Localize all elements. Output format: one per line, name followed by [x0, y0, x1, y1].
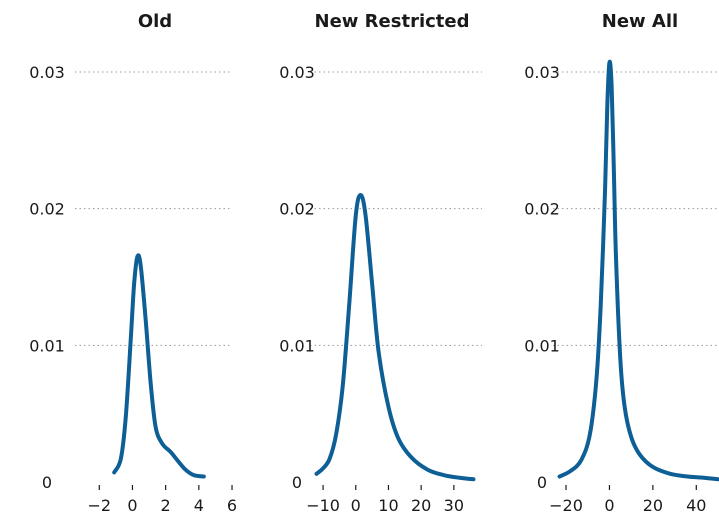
- chart-title: New All: [602, 11, 678, 32]
- x-tick-label: −20: [549, 496, 583, 514]
- x-tick-label: 20: [643, 496, 663, 514]
- y-tick-label: 0.01: [279, 336, 315, 355]
- x-tick-label: 4: [194, 496, 204, 514]
- x-tick-label: −2: [87, 496, 111, 514]
- chart-title: Old: [138, 11, 172, 32]
- series-line: [557, 59, 719, 482]
- chart-title: New Restricted: [315, 11, 470, 32]
- series-line: [314, 193, 476, 482]
- x-tick-label: 6: [227, 496, 237, 514]
- series-line: [112, 253, 206, 479]
- y-tick-label: 0: [42, 473, 52, 492]
- y-tick-label: 0.01: [29, 336, 65, 355]
- x-tick-label: 0: [351, 496, 361, 514]
- y-tick-label: 0: [537, 473, 547, 492]
- x-tick-label: 2: [161, 496, 171, 514]
- y-tick-label: 0.01: [524, 336, 560, 355]
- y-tick-label: 0.03: [279, 63, 315, 82]
- x-tick-label: 0: [127, 496, 137, 514]
- y-tick-label: 0: [292, 473, 302, 492]
- y-tick-label: 0.02: [279, 200, 315, 219]
- x-tick-label: 20: [411, 496, 431, 514]
- y-tick-label: 0.02: [524, 200, 560, 219]
- x-tick-label: 40: [686, 496, 706, 514]
- x-tick-label: 0: [604, 496, 614, 514]
- x-tick-label: 10: [378, 496, 398, 514]
- y-tick-label: 0.03: [29, 63, 65, 82]
- x-tick-label: 30: [444, 496, 464, 514]
- x-tick-label: −10: [306, 496, 340, 514]
- chart-panel-0: Old 0 0.01 0.02 0.03 −2 0 2 4 6: [29, 11, 237, 515]
- y-tick-label: 0.03: [524, 63, 560, 82]
- y-tick-label: 0.02: [29, 200, 65, 219]
